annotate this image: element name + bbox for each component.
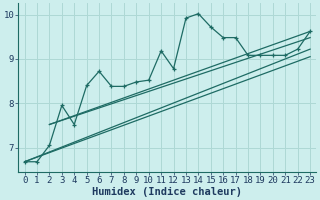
X-axis label: Humidex (Indice chaleur): Humidex (Indice chaleur) (92, 186, 242, 197)
